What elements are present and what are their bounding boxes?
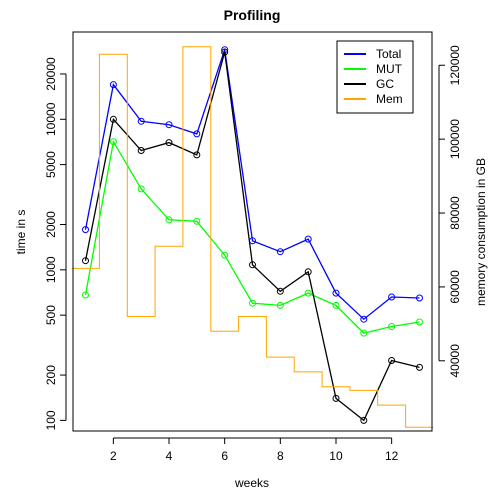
data-point bbox=[137, 185, 145, 193]
data-point bbox=[388, 293, 396, 301]
series-mut bbox=[82, 138, 423, 337]
y2-tick-label: 80000 bbox=[448, 196, 462, 230]
series-line-mem bbox=[71, 46, 434, 428]
data-point bbox=[416, 363, 423, 371]
x-tick-label: 4 bbox=[166, 449, 173, 463]
data-point bbox=[221, 251, 229, 259]
y-tick-label: 10000 bbox=[44, 102, 58, 136]
data-point bbox=[221, 48, 229, 56]
x-tick-label: 6 bbox=[221, 449, 228, 463]
data-point bbox=[360, 329, 368, 337]
y-tick-label: 100 bbox=[44, 410, 58, 430]
data-point bbox=[276, 301, 284, 309]
series-line-total bbox=[84, 49, 420, 321]
y2-tick-label: 60000 bbox=[448, 270, 462, 304]
data-point bbox=[109, 138, 117, 146]
data-point bbox=[416, 294, 423, 302]
plot-area bbox=[71, 46, 434, 428]
y-axis-label: time in s bbox=[14, 210, 28, 255]
data-point bbox=[193, 217, 201, 225]
legend-label-mem: Mem bbox=[376, 92, 403, 106]
chart-title: Profiling bbox=[224, 7, 281, 23]
y-tick-label: 500 bbox=[44, 305, 58, 325]
data-point bbox=[360, 315, 368, 323]
legend-label-gc: GC bbox=[376, 77, 394, 91]
data-point bbox=[82, 257, 89, 265]
data-point bbox=[249, 299, 256, 307]
data-point bbox=[193, 130, 201, 138]
data-point bbox=[332, 289, 340, 297]
y2-tick-label: 120000 bbox=[448, 45, 462, 85]
x-tick-label: 8 bbox=[277, 449, 284, 463]
y-tick-label: 5000 bbox=[44, 151, 58, 178]
data-point bbox=[304, 268, 312, 276]
series-total bbox=[82, 46, 423, 323]
data-point bbox=[304, 235, 312, 243]
y2-tick-label: 40000 bbox=[448, 344, 462, 378]
data-point bbox=[332, 301, 340, 309]
y2-axis-label: memory consumption in GB bbox=[474, 158, 488, 306]
x-tick-label: 10 bbox=[329, 449, 343, 463]
y-tick-label: 20000 bbox=[44, 57, 58, 91]
y2-tick-label: 100000 bbox=[448, 119, 462, 159]
data-point bbox=[276, 248, 284, 256]
series-gc bbox=[82, 48, 423, 424]
data-point bbox=[360, 416, 368, 424]
series-mem bbox=[71, 46, 434, 428]
data-point bbox=[416, 318, 423, 326]
data-point bbox=[165, 139, 173, 147]
x-tick-label: 12 bbox=[385, 449, 399, 463]
legend-label-mut: MUT bbox=[376, 62, 403, 76]
data-point bbox=[276, 287, 284, 295]
y-tick-label: 1000 bbox=[44, 256, 58, 283]
data-point bbox=[388, 357, 396, 364]
y-tick-label: 2000 bbox=[44, 211, 58, 238]
data-point bbox=[137, 117, 145, 125]
data-point bbox=[82, 291, 89, 299]
y-tick-label: 200 bbox=[44, 365, 58, 385]
data-point bbox=[388, 323, 396, 330]
data-point bbox=[332, 394, 340, 402]
data-point bbox=[193, 151, 201, 159]
data-point bbox=[109, 115, 117, 123]
data-point bbox=[137, 147, 145, 154]
data-point bbox=[249, 261, 256, 269]
data-point bbox=[165, 121, 173, 129]
data-point bbox=[109, 81, 117, 89]
axes: 2 4 6 8 10 12 100 200 500 1000 2000 5000 10000 20000 4… bbox=[44, 45, 462, 463]
plot-frame bbox=[72, 31, 433, 432]
series-line-mut bbox=[84, 139, 420, 334]
x-axis-label: weeks bbox=[234, 476, 269, 490]
data-point bbox=[82, 226, 89, 234]
data-point bbox=[304, 289, 312, 297]
series-line-gc bbox=[84, 51, 420, 422]
legend-label-total: Total bbox=[376, 47, 401, 61]
data-point bbox=[165, 216, 173, 224]
x-tick-label: 2 bbox=[110, 449, 117, 463]
